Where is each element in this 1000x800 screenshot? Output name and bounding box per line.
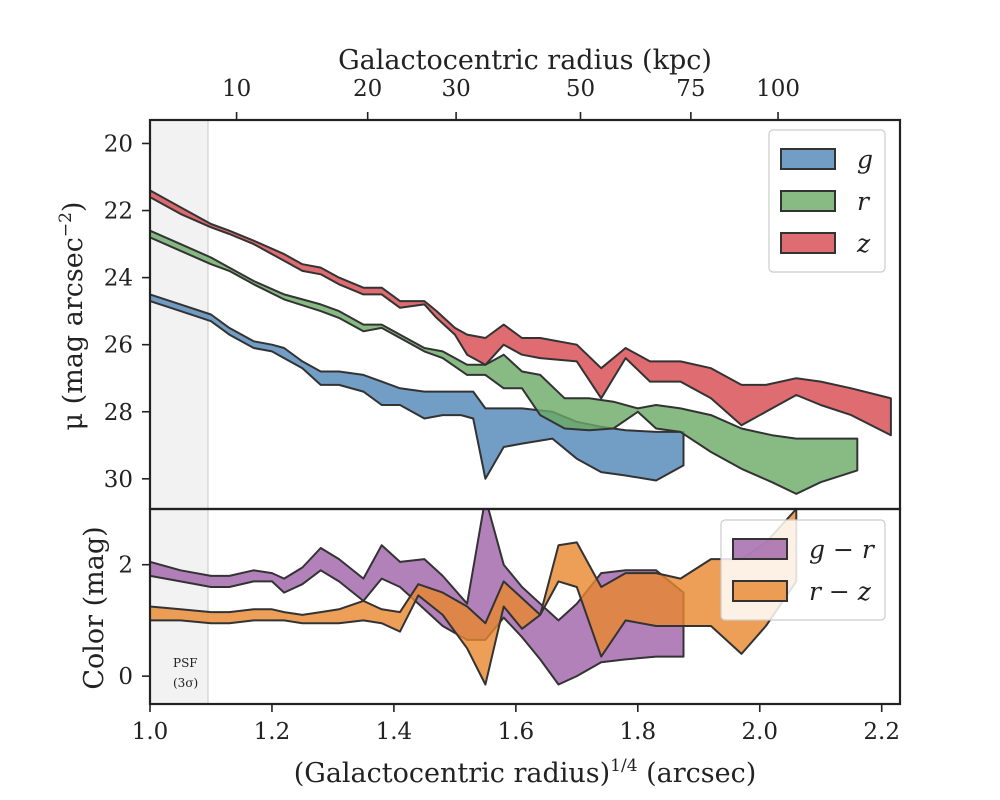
x-tick-label: 1.8 bbox=[620, 719, 657, 745]
top-legend-swatch-g bbox=[780, 148, 836, 170]
top-y-tick-label: 20 bbox=[104, 131, 133, 157]
top-legend-label-g: g bbox=[857, 145, 873, 174]
bottom-panel-frame bbox=[148, 507, 902, 706]
x-tick-label: 1.2 bbox=[254, 719, 291, 745]
bottom-y-tick-label: 0 bbox=[118, 664, 133, 690]
top-x-axis-title: Galactocentric radius (kpc) bbox=[338, 45, 712, 76]
top-band-z bbox=[150, 189, 892, 437]
top-y-tick-label: 24 bbox=[104, 266, 133, 292]
top-legend-swatch-z bbox=[780, 232, 836, 254]
top-x-tick-label: 30 bbox=[441, 76, 470, 102]
psf-note-line1: PSF bbox=[173, 656, 198, 670]
x-axis-title-unit: (arcsec) bbox=[638, 758, 757, 789]
x-axis-title: (Galactocentric radius)1/4 (arcsec) bbox=[294, 756, 757, 789]
axis-ticks: 1.0 1.2 1.4 1.6 1.8 2.0 2.210 20 30 50 75 100202224… bbox=[104, 76, 900, 745]
x-tick-label: 1.6 bbox=[498, 719, 535, 745]
bottom-legend-swatch-g-r bbox=[732, 538, 788, 560]
x-axis-title-main: (Galactocentric radius) bbox=[294, 758, 610, 789]
top-legend-label-r: r bbox=[857, 187, 871, 216]
top-x-tick-label: 50 bbox=[566, 76, 595, 102]
bottom-panel-bands bbox=[150, 509, 798, 686]
bottom-legend-label-r-z: r − z bbox=[809, 577, 872, 606]
top-x-tick-label: 100 bbox=[756, 76, 800, 102]
top-y-axis-title-superscript: −2 bbox=[56, 212, 76, 237]
x-tick-label: 2.2 bbox=[863, 719, 900, 745]
top-x-tick-label: 75 bbox=[676, 76, 705, 102]
top-y-axis-title-end: ) bbox=[58, 202, 89, 213]
top-y-axis-title-main: μ (mag arcsec bbox=[58, 237, 89, 430]
x-tick-label: 1.4 bbox=[376, 719, 413, 745]
top-y-axis-title: μ (mag arcsec−2) bbox=[56, 202, 89, 431]
legend-bottom: g − r r − z bbox=[720, 519, 886, 621]
top-panel-bands bbox=[150, 189, 892, 495]
top-legend-swatch-r bbox=[780, 190, 836, 212]
psf-note-line2: (3σ) bbox=[173, 676, 198, 690]
top-x-tick-label: 20 bbox=[353, 76, 382, 102]
top-y-tick-label: 26 bbox=[104, 333, 133, 359]
bottom-legend-label-g-r: g − r bbox=[809, 535, 876, 564]
top-x-tick-label: 10 bbox=[222, 76, 251, 102]
top-band-r bbox=[150, 229, 859, 495]
bottom-legend-swatch-r-z bbox=[732, 580, 788, 602]
top-legend-label-z: z bbox=[856, 229, 871, 258]
x-tick-label: 1.0 bbox=[132, 719, 169, 745]
x-tick-label: 2.0 bbox=[741, 719, 778, 745]
top-y-tick-label: 30 bbox=[104, 467, 133, 493]
bottom-y-tick-label: 2 bbox=[118, 553, 133, 579]
x-axis-title-superscript: 1/4 bbox=[610, 756, 637, 776]
legend-top: grz bbox=[768, 129, 886, 273]
top-band-g bbox=[150, 293, 685, 482]
bottom-y-axis-title: Color (mag) bbox=[79, 526, 110, 689]
top-y-tick-label: 28 bbox=[104, 400, 133, 426]
top-y-tick-label: 22 bbox=[104, 199, 133, 225]
